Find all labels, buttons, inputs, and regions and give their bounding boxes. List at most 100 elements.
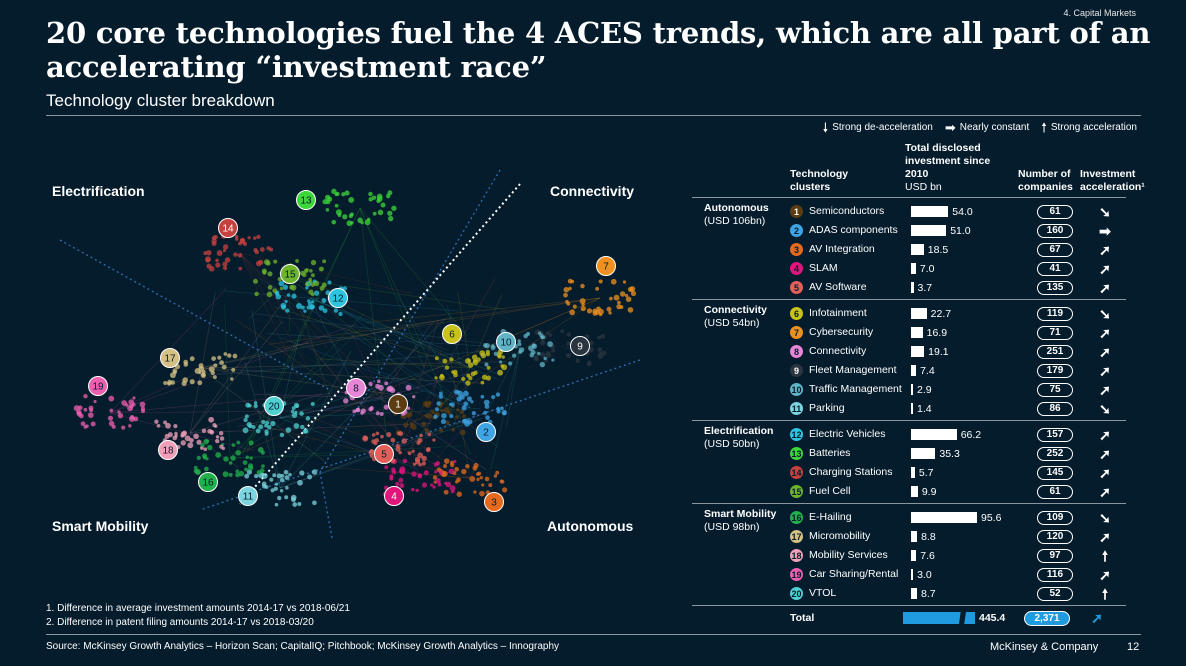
network-node (267, 271, 273, 277)
network-node (372, 211, 377, 216)
network-label-number: 19 (92, 382, 104, 393)
network-node (534, 357, 539, 362)
cluster-number-badge: 12 (790, 428, 803, 441)
network-node (350, 212, 354, 217)
network-node (497, 369, 504, 376)
investment-bar (911, 531, 918, 542)
network-node (479, 350, 486, 356)
network-node (267, 285, 273, 290)
network-node (80, 421, 86, 427)
network-node (270, 420, 276, 427)
footer-divider (46, 634, 1141, 635)
network-node (434, 356, 439, 361)
quadrant-divider-line (59, 239, 331, 391)
network-cluster-label: 16 (198, 472, 218, 492)
network-cluster-label: 4 (384, 486, 404, 506)
network-node (196, 439, 202, 445)
network-node (352, 409, 357, 414)
network-edge (309, 297, 359, 394)
network-node (307, 301, 312, 306)
cluster-number-badge: 10 (790, 383, 803, 396)
network-node (597, 347, 603, 352)
network-node (427, 432, 432, 437)
network-node (417, 473, 423, 479)
network-node (198, 370, 202, 375)
network-node (380, 202, 386, 208)
group-label: Electrification (USD 50bn) (704, 425, 790, 501)
network-node (575, 358, 580, 363)
network-edge (229, 454, 358, 459)
network-node (216, 250, 223, 256)
network-node (411, 487, 415, 492)
total-investment-bar (903, 612, 961, 624)
table-row: 9 Fleet Management 7.4 179 ➚ (790, 361, 1115, 380)
cluster-name: Infotainment (809, 307, 867, 319)
cluster-number-badge: 2 (790, 224, 803, 237)
network-edge (396, 295, 471, 409)
network-label-badge (374, 444, 394, 464)
brand-name: McKinsey & Company (990, 641, 1099, 653)
network-node (272, 288, 278, 293)
network-node (480, 380, 485, 385)
network-node (284, 495, 289, 500)
network-node (289, 284, 294, 290)
network-node (490, 345, 496, 351)
network-cluster-label: 7 (596, 256, 616, 276)
network-node (258, 259, 264, 265)
network-node (291, 406, 296, 411)
network-node (412, 395, 416, 399)
network-node (334, 203, 339, 208)
acceleration-arrow-icon: ➘ (1099, 203, 1111, 220)
network-node (449, 357, 454, 362)
network-edge (289, 277, 498, 448)
investment-value: 19.1 (928, 345, 949, 358)
network-node (424, 413, 429, 418)
network-edge (316, 358, 471, 369)
network-node (322, 308, 328, 314)
network-node (411, 424, 417, 430)
network-node (421, 482, 428, 488)
network-label-number: 20 (268, 402, 280, 413)
table-row: 6 Infotainment 22.7 119 ➘ (790, 304, 1115, 323)
network-node (443, 463, 448, 469)
network-node (223, 456, 229, 462)
network-node (606, 306, 612, 312)
network-edge (484, 347, 521, 418)
investment-bar (911, 512, 977, 523)
network-node (476, 477, 480, 482)
network-node (379, 412, 384, 417)
network-edge (359, 207, 468, 337)
cluster-number-badge: 3 (790, 243, 803, 256)
company-count: 157 (1037, 427, 1073, 442)
network-node (432, 475, 438, 480)
network-node (443, 458, 450, 464)
network-edge (413, 297, 601, 423)
acceleration-arrow-icon: ➚ (1099, 464, 1111, 481)
network-edge (251, 310, 281, 489)
network-node (285, 486, 289, 490)
acceleration-arrow-icon: ➚ (1099, 445, 1111, 462)
cluster-name: ADAS components (809, 224, 898, 236)
network-node (500, 406, 504, 411)
network-label-badge (160, 348, 180, 368)
network-node (281, 304, 286, 310)
network-node (518, 347, 525, 353)
cluster-name: E-Hailing (809, 511, 852, 523)
network-node (121, 425, 126, 430)
footnote-2: 2. Difference in patent filing amounts 2… (46, 617, 314, 628)
network-node (485, 415, 490, 420)
network-node (211, 241, 217, 247)
network-node (444, 420, 450, 426)
network-node (451, 427, 455, 432)
network-node (443, 489, 449, 495)
network-node (193, 433, 199, 440)
network-node (375, 411, 380, 416)
network-edge (313, 418, 401, 449)
investment-bar (911, 225, 947, 236)
cluster-number-badge: 5 (790, 281, 803, 294)
network-label-number: 1 (395, 400, 401, 411)
network-node (469, 476, 476, 482)
acceleration-arrow-icon: ➚ (1099, 324, 1111, 341)
network-node (215, 262, 221, 268)
group-total: (USD 50bn) (704, 438, 760, 450)
